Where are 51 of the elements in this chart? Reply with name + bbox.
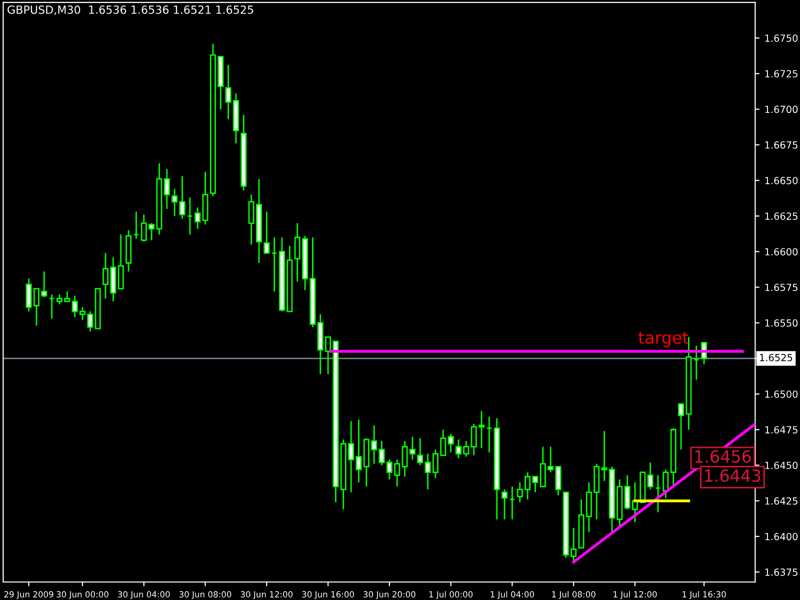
candlestick <box>417 437 424 466</box>
y-tick-label: 1.6500 <box>765 390 798 398</box>
y-tick-label: 1.6725 <box>765 70 798 78</box>
candlestick <box>194 206 201 230</box>
x-tick-label: 30 Jun 08:00 <box>179 591 232 600</box>
y-tick-label: 1.6400 <box>765 532 798 540</box>
x-tick-label: 30 Jun 04:00 <box>118 591 170 600</box>
candlestick <box>486 416 492 454</box>
candlestick <box>271 236 278 292</box>
candlestick <box>133 211 140 240</box>
y-tick-label: 1.6575 <box>765 284 798 292</box>
candlestick <box>502 488 508 520</box>
y-tick-label: 1.6675 <box>765 141 798 149</box>
annotation: 1.6443 <box>705 469 760 482</box>
candlestick <box>662 468 669 499</box>
candlestick <box>186 196 193 236</box>
candlestick <box>264 211 270 254</box>
y-tick-label: 1.6700 <box>765 106 798 114</box>
y-tick-label: 1.6750 <box>765 34 798 42</box>
y-tick-label: 1.6600 <box>765 248 798 256</box>
candlestick <box>448 433 454 454</box>
candlestick <box>555 466 562 496</box>
x-tick-label: 1 Jul 12:00 <box>614 591 657 600</box>
candlestick <box>693 344 700 380</box>
candlestick <box>509 486 516 520</box>
y-tick-label: 1.6625 <box>765 212 798 220</box>
candlestick <box>48 294 55 320</box>
candlestick <box>647 462 654 490</box>
candlestick <box>118 234 124 290</box>
x-tick-label: 1 Jul 04:00 <box>490 591 534 600</box>
candlestick <box>172 188 178 217</box>
x-tick-label: 30 Jun 16:00 <box>302 591 354 600</box>
y-tick-label: 1.6650 <box>765 176 798 184</box>
annotation: 1.6456 <box>695 450 751 463</box>
chart-title: GBPUSD,M30 1.6536 1.6536 1.6521 1.6525 <box>8 5 254 16</box>
x-tick-label: 30 Jun 00:00 <box>56 591 108 600</box>
y-tick-label: 1.6475 <box>765 426 798 434</box>
y-tick-label: 1.6450 <box>765 462 798 470</box>
y-tick-label: 1.6425 <box>765 497 798 505</box>
candlestick <box>179 175 186 220</box>
x-tick-label: 1 Jul 08:00 <box>552 591 596 600</box>
x-tick-label: 1 Jul 00:00 <box>429 591 473 600</box>
candlestick <box>655 474 661 513</box>
x-tick-label: 1 Jul 16:30 <box>682 591 726 600</box>
candlestick <box>164 168 170 210</box>
x-tick-label: 30 Jun 20:00 <box>364 591 416 600</box>
x-tick-label: 29 Jun 2009 <box>4 591 54 600</box>
y-tick-label: 1.6375 <box>765 568 798 576</box>
x-tick-label: 30 Jun 12:00 <box>240 591 293 600</box>
ref-line-label: 1.6525 <box>760 354 792 362</box>
y-tick-label: 1.6550 <box>765 319 798 327</box>
